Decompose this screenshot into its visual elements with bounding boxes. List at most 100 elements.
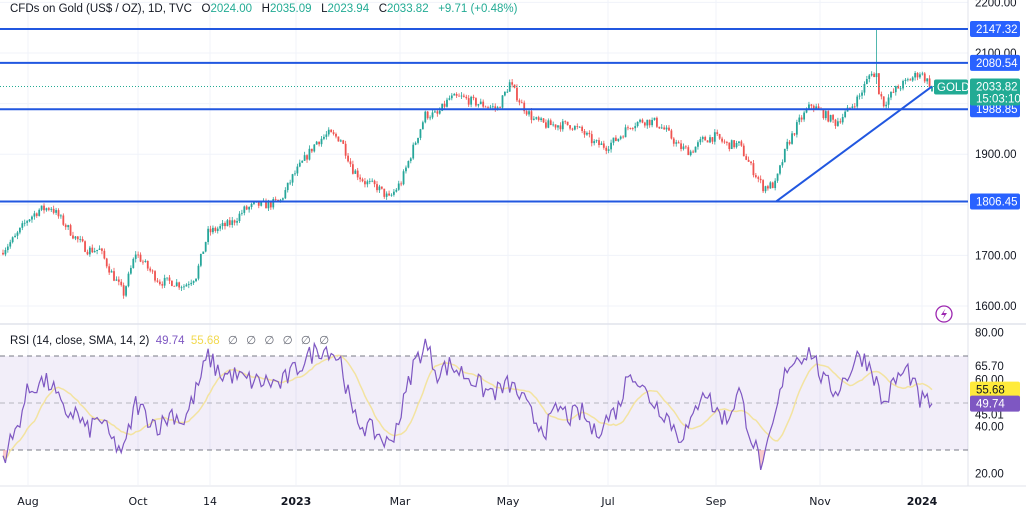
candle-body	[610, 142, 612, 150]
rsi-axis-tick: 80.00	[975, 328, 1004, 340]
candle-body	[31, 216, 33, 220]
candle-body	[656, 117, 658, 127]
candle-body	[383, 188, 386, 197]
low-value: 2023.94	[327, 3, 370, 15]
candle-body	[105, 258, 108, 267]
candle-body	[870, 73, 873, 76]
candles	[2, 29, 933, 299]
price-axis-tick: 2200.00	[975, 0, 1017, 9]
candle-body	[709, 137, 711, 143]
candle-body	[513, 84, 516, 88]
candle-body	[144, 260, 147, 263]
candle-body	[540, 118, 542, 121]
lightning-icon[interactable]	[935, 305, 953, 323]
candle-body	[412, 144, 415, 159]
candle-body	[373, 180, 376, 185]
candle-body	[754, 175, 757, 178]
candle-body	[446, 99, 448, 107]
candle-body	[298, 162, 301, 167]
candle-body	[88, 247, 91, 255]
candle-body	[557, 125, 559, 128]
candle-body	[800, 117, 803, 120]
candle-body	[506, 91, 509, 93]
candle-body	[380, 186, 383, 189]
candle-body	[366, 181, 369, 185]
candle-body	[460, 95, 463, 97]
candle-body	[228, 220, 231, 225]
candle-body	[670, 130, 673, 139]
candle-body	[23, 222, 26, 224]
candle-body	[296, 166, 299, 174]
candle-body	[491, 106, 494, 108]
candle-body	[576, 126, 579, 127]
candle-body	[564, 121, 567, 123]
candle-body	[815, 106, 818, 110]
empty-value-icon: ∅	[282, 335, 293, 347]
candle-body	[861, 92, 863, 96]
candle-body	[583, 131, 586, 135]
candle-body	[878, 73, 880, 95]
trendline[interactable]	[775, 85, 933, 203]
candle-body	[595, 140, 598, 142]
candle-body	[733, 140, 736, 148]
rsi-legend-value: 49.74	[155, 335, 185, 347]
candle-body	[76, 236, 79, 240]
rsi-band-fill	[0, 356, 968, 450]
candle-body	[793, 133, 796, 135]
candle-body	[253, 202, 255, 204]
candle-body	[542, 118, 545, 123]
time-axis-label: Jul	[600, 495, 614, 508]
candle-body	[897, 86, 900, 89]
candle-body	[769, 182, 772, 189]
candle-body	[175, 282, 178, 287]
candle-body	[829, 115, 832, 122]
candle-body	[342, 140, 345, 144]
candle-body	[523, 102, 526, 112]
candle-body	[916, 72, 919, 78]
rsi-value-tag	[970, 395, 1020, 412]
candle-body	[2, 252, 4, 255]
candle-body	[132, 258, 135, 268]
candle-body	[243, 206, 246, 213]
symbol-title: CFDs on Gold (US$ / OZ), 1D, TVC	[10, 3, 192, 15]
high-value: 2035.09	[269, 3, 312, 15]
rsi-legend[interactable]: RSI (14, close, SMA, 14, 2) 49.74 55.68 …	[10, 333, 329, 347]
candle-body	[127, 273, 130, 287]
candle-body	[651, 119, 653, 126]
candle-body	[767, 186, 769, 189]
candle-body	[161, 284, 164, 286]
rsi-axis-tick: 65.70	[975, 361, 1004, 373]
level-price-tag	[970, 54, 1020, 71]
rsi-axis-tick: 20.00	[975, 469, 1004, 481]
candle-body	[552, 124, 555, 126]
candle-body	[834, 119, 837, 126]
candle-body	[882, 96, 885, 107]
candle-body	[571, 128, 574, 130]
candle-body	[443, 103, 446, 107]
candle-body	[713, 132, 716, 142]
candle-body	[858, 95, 861, 97]
candle-body	[134, 254, 137, 259]
candle-body	[593, 141, 596, 144]
candle-body	[598, 140, 600, 146]
candle-body	[91, 247, 94, 253]
candle-body	[894, 86, 897, 93]
price-axis-tick: 1700.00	[975, 250, 1017, 262]
candle-body	[325, 134, 328, 137]
candle-body	[728, 142, 731, 150]
time-axis-label: 2023	[281, 495, 312, 508]
candle-body	[441, 103, 444, 111]
candle-body	[238, 213, 241, 222]
candle-body	[202, 251, 205, 254]
candle-body	[520, 102, 523, 104]
candle-body	[4, 250, 7, 255]
rsi-title: RSI (14, close, SMA, 14, 2)	[10, 335, 150, 347]
time-axis-label: 2024	[907, 495, 938, 508]
candle-body	[684, 146, 687, 148]
candle-body	[291, 174, 294, 183]
candle-body	[426, 111, 429, 119]
candle-body	[467, 98, 470, 105]
candle-body	[219, 226, 222, 229]
candle-body	[692, 151, 695, 153]
